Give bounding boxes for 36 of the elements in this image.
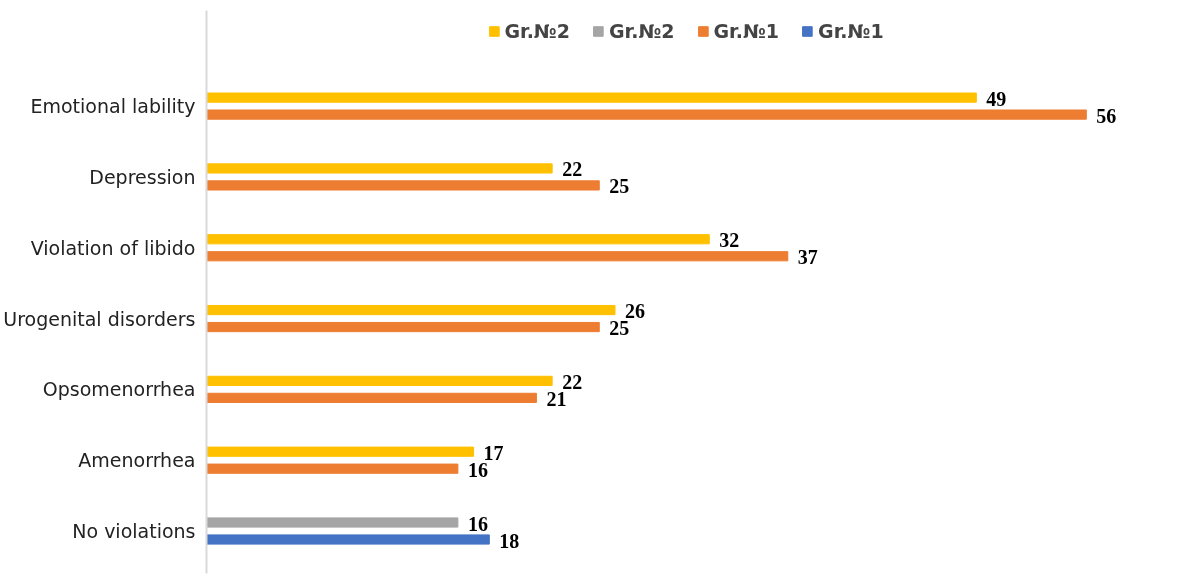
data-label: 18 (499, 529, 520, 552)
bar (206, 251, 789, 262)
bar (206, 463, 459, 474)
bar (206, 109, 1087, 120)
data-label: 25 (609, 317, 630, 340)
bar (206, 163, 553, 174)
legend-label: Gr.№2 (504, 20, 570, 42)
legend-label: Gr.№1 (818, 20, 884, 42)
y-tick-label: No violations (72, 520, 196, 543)
data-label: 56 (1096, 104, 1117, 127)
bar (206, 446, 475, 457)
bar (206, 517, 459, 528)
data-label: 22 (562, 370, 583, 393)
data-label: 49 (986, 87, 1007, 110)
bar (206, 392, 537, 403)
bar (206, 375, 553, 386)
data-label: 16 (467, 512, 488, 535)
y-tick-label: Emotional lability (30, 95, 196, 118)
y-tick-label: Violation of libido (30, 236, 196, 259)
data-label: 37 (797, 246, 818, 269)
data-label: 25 (609, 175, 630, 198)
data-label: 22 (562, 158, 583, 181)
legend-label: Gr.№1 (713, 20, 780, 42)
legend-label: Gr.№2 (608, 20, 675, 42)
bar (206, 304, 616, 316)
bar (206, 92, 977, 103)
data-label: 32 (719, 229, 740, 252)
data-label: 17 (483, 441, 504, 464)
y-tick-label: Amenorrhea (78, 449, 196, 472)
bar (206, 321, 600, 333)
bar (206, 534, 490, 545)
y-tick-label: Urogenital disorders (3, 307, 196, 330)
bar (206, 234, 710, 245)
y-tick-label: Depression (89, 165, 196, 188)
y-tick-label: Opsomenorrhea (42, 378, 196, 401)
bar (206, 180, 600, 191)
